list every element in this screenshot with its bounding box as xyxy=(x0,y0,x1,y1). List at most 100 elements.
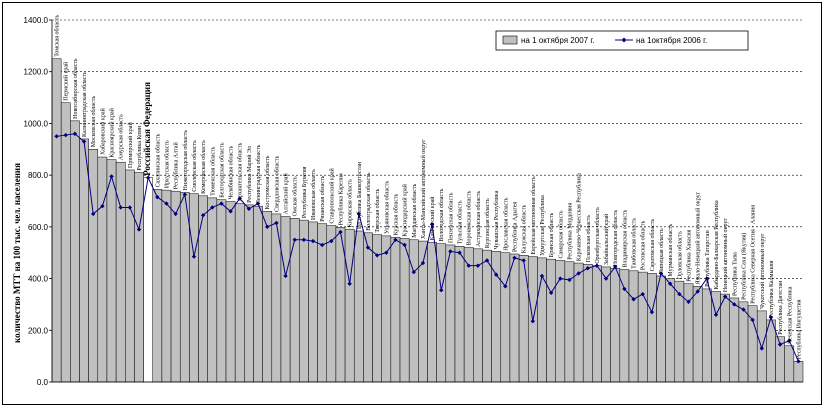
category-label: Иркутская область xyxy=(163,140,170,188)
category-label: Белгородская область xyxy=(218,142,225,198)
category-label: Республика Алтай xyxy=(173,142,180,190)
category-label: Липецкая область xyxy=(658,228,665,274)
line-point xyxy=(228,209,233,214)
category-label: Республика Тыва xyxy=(731,252,738,296)
category-label: Пермский край xyxy=(63,61,70,101)
bar xyxy=(747,305,758,383)
bar xyxy=(152,189,163,383)
category-label: Ульяновская область xyxy=(383,181,390,234)
y-tick-label: 200.0 xyxy=(28,326,49,335)
category-label: Республика Карелия xyxy=(337,173,344,225)
category-label: Тверская область xyxy=(374,189,381,233)
legend: на 1 октября 2007 г. на 1октября 2006 г. xyxy=(495,30,749,51)
line-point xyxy=(118,205,123,210)
bar xyxy=(344,228,355,383)
category-label: Карачаево-Черкесская Республика xyxy=(576,173,583,261)
bar xyxy=(234,203,245,383)
bar xyxy=(207,197,218,383)
bar xyxy=(729,297,740,383)
category-label: Чукотский автономный округ xyxy=(759,233,766,309)
y-tick-label: 0.0 xyxy=(37,378,49,387)
legend-line-marker xyxy=(621,37,627,43)
line-point xyxy=(338,229,343,235)
category-label: Ростовская область xyxy=(640,221,647,271)
bar-highlight xyxy=(143,177,153,383)
category-label: Ставропольский край xyxy=(328,168,335,224)
line-2006 xyxy=(56,133,799,362)
category-label: Краснодарский край xyxy=(402,183,409,236)
line-point xyxy=(63,132,68,138)
category-label: Республика Северная Осетия - Алания xyxy=(750,205,757,304)
bar xyxy=(702,288,712,383)
line-point xyxy=(594,263,600,268)
y-tick-label: 1000.0 xyxy=(24,119,49,128)
bar xyxy=(573,262,584,383)
chart-frame: Томская область Пермский край Новосибирска… xyxy=(2,2,822,405)
line-point xyxy=(658,271,664,276)
bar xyxy=(637,271,648,383)
category-label: Ямало-Ненецкий автономный округ xyxy=(695,191,702,284)
category-label: Самарская область xyxy=(557,210,564,258)
category-label: Омская область xyxy=(292,176,299,216)
bar xyxy=(326,225,337,383)
line-point xyxy=(301,237,307,242)
category-label: Удмуртская Республика xyxy=(539,195,546,256)
bar xyxy=(491,251,502,383)
line-point xyxy=(457,250,462,255)
line-point xyxy=(356,211,362,217)
line-point xyxy=(274,220,279,226)
category-label: Республика Марий Эл xyxy=(246,146,253,203)
bar xyxy=(79,138,89,383)
category-label: Ивановская область xyxy=(310,169,317,220)
category-label: Магаданская область xyxy=(411,183,418,237)
y-tick-label: 400.0 xyxy=(28,275,49,284)
category-label: Ненецкий автономный округ xyxy=(722,218,729,292)
line-point xyxy=(493,272,499,277)
bar xyxy=(665,278,676,383)
line-point xyxy=(100,203,105,209)
bar xyxy=(711,291,721,383)
bar xyxy=(592,265,602,383)
axes: 0.0 200.0 400.0 600.0 800.0 1000.0 1200.0 1400.… xyxy=(24,16,803,387)
category-label: Свердловская область xyxy=(273,155,280,211)
bar xyxy=(244,204,254,383)
line-point xyxy=(750,317,755,323)
bar xyxy=(289,218,300,383)
category-label: Саратовская область xyxy=(649,219,656,272)
line-point xyxy=(374,253,380,258)
line-point xyxy=(796,359,801,364)
bar xyxy=(70,120,80,383)
category-label: Ленинградская область xyxy=(255,144,262,204)
bar xyxy=(198,195,208,383)
bar xyxy=(60,102,71,383)
line-point xyxy=(429,222,435,227)
category-label: Республика Башкортостан xyxy=(356,161,363,229)
category-label: Тамбовская область xyxy=(631,218,638,269)
category-label: Хабаровский край xyxy=(99,107,106,155)
bar xyxy=(610,267,621,383)
line-point xyxy=(640,291,645,297)
category-label-highlight: Российская Федерация xyxy=(142,82,152,176)
category-label: Курганская область xyxy=(484,198,491,248)
line-point xyxy=(72,131,78,136)
bar xyxy=(482,249,492,383)
line-point xyxy=(164,201,169,206)
line-point xyxy=(603,276,609,281)
bar xyxy=(262,211,273,383)
y-axis-label: количество МТТ на 100 тыс. чел. населени… xyxy=(12,163,22,343)
bar xyxy=(656,275,666,383)
line-point xyxy=(127,205,133,210)
line-point xyxy=(319,242,325,248)
line-point xyxy=(439,288,444,293)
line-point xyxy=(759,346,764,351)
category-label: Волгоградская область xyxy=(365,172,372,231)
category-label: Пензенская область xyxy=(447,192,454,243)
category-label: Владимирская область xyxy=(621,209,628,267)
category-label: Ярославская область xyxy=(502,197,509,251)
category-label: Республика Бурятия xyxy=(301,166,308,218)
line-point xyxy=(722,294,728,299)
bar xyxy=(299,219,309,383)
line-point xyxy=(768,315,774,320)
category-label: Рязанская область xyxy=(319,175,326,221)
line-point xyxy=(649,309,655,315)
